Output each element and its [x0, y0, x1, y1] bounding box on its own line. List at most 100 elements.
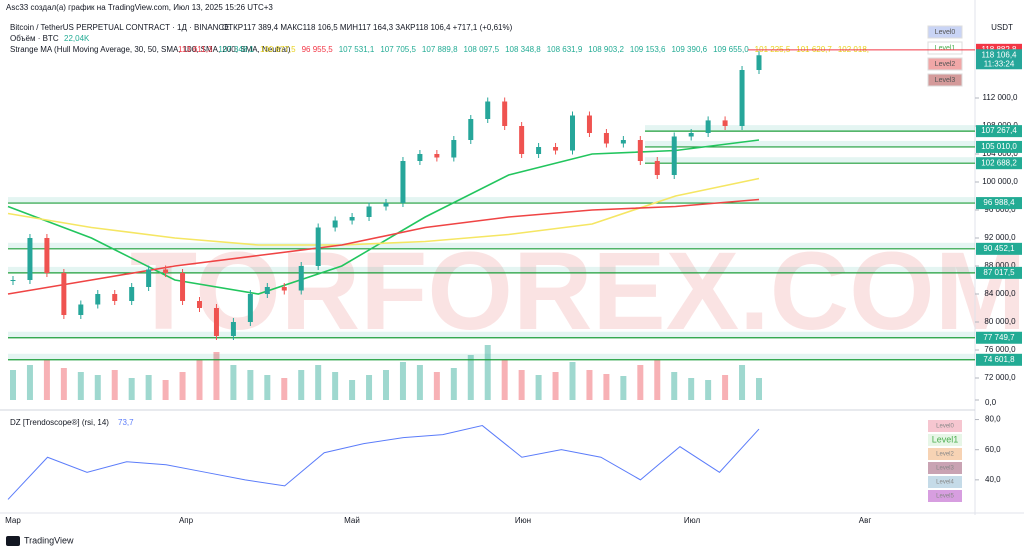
volume-bar — [416, 365, 423, 400]
volume-bar — [756, 378, 762, 400]
close-label: 118 106,4 — [982, 50, 1018, 59]
month-label: Авг — [859, 516, 872, 525]
indicator-value: 96 955,5 — [302, 45, 334, 54]
volume-bar — [620, 376, 627, 400]
level-zone — [8, 242, 975, 249]
indicator-value: 108 903,2 — [588, 45, 624, 54]
symbol: Bitcoin / TetherUS PERPETUAL CONTRACT · … — [10, 23, 230, 32]
candle — [197, 301, 202, 308]
volume-bar — [10, 370, 16, 400]
candle — [78, 304, 84, 315]
candle — [671, 136, 677, 175]
level-zone — [8, 353, 975, 360]
month-label: Апр — [179, 516, 194, 525]
volume-bar — [332, 372, 339, 400]
candle — [722, 120, 728, 126]
volume-bar — [26, 365, 33, 400]
price-tick-label: 80 000,0 — [984, 317, 1016, 326]
candle — [485, 101, 491, 119]
candle — [180, 273, 186, 301]
volume-label: Объём · BTC — [10, 34, 59, 43]
indicator-value: 107 531,1 — [339, 45, 375, 54]
indicator-value: 107 348,1 — [218, 45, 254, 54]
level-legend: Level2 — [935, 61, 956, 68]
volume-bar — [349, 380, 356, 400]
candle — [654, 161, 660, 175]
level-legend-box — [927, 57, 963, 71]
level-legend-box — [927, 41, 963, 55]
volume-bar — [179, 372, 186, 400]
level-label: 90 452,1 — [983, 244, 1015, 253]
candle — [383, 203, 389, 207]
candle — [705, 120, 711, 133]
candle — [739, 70, 745, 126]
candle — [553, 147, 559, 151]
price-tick-label: 92 000,0 — [984, 233, 1016, 242]
volume-bar — [145, 375, 152, 400]
rsi-level-box — [928, 420, 962, 432]
volume-bar — [433, 372, 440, 400]
candle — [112, 294, 118, 301]
price-tick-label: 88 000,0 — [984, 261, 1016, 270]
rsi-level-box — [928, 434, 962, 446]
candle — [603, 133, 609, 144]
candle — [213, 308, 219, 336]
watermark: TORFOREX.COM — [130, 230, 1024, 353]
candle — [10, 280, 16, 281]
volume-bar — [94, 375, 101, 400]
moving-average — [7, 198, 760, 295]
candle — [434, 154, 440, 158]
candle — [27, 238, 33, 280]
candle — [315, 227, 321, 266]
rsi-last: 73,7 — [118, 418, 134, 427]
volume-bar — [535, 375, 542, 400]
price-tick-label: 72 000,0 — [984, 373, 1016, 382]
footer: TradingView — [24, 535, 74, 545]
moving-average — [7, 139, 760, 295]
candle — [95, 294, 101, 305]
indicator-title: Strange MA (Hull Moving Average, 30, 50,… — [10, 45, 291, 54]
candle — [230, 322, 236, 336]
level-legend: Level0 — [935, 29, 956, 36]
level-label: 102 688,2 — [981, 158, 1017, 167]
volume-bar — [467, 355, 474, 400]
price-tick-label: 104 000,0 — [982, 149, 1018, 158]
volume-bar — [586, 370, 593, 400]
indicator-value: 108 097,5 — [464, 45, 500, 54]
level-zone — [8, 197, 975, 204]
level-legend: Level1 — [935, 45, 956, 52]
volume-bar — [518, 370, 525, 400]
timer: 11:33:24 — [984, 59, 1015, 68]
level-label: 107 267,4 — [981, 126, 1017, 135]
moving-average — [7, 177, 760, 246]
level-label: 77 749,7 — [983, 333, 1015, 342]
candle — [620, 140, 626, 144]
level-label: 105 010,0 — [981, 142, 1017, 151]
rsi-tick-label: 40,0 — [985, 475, 1001, 484]
candle — [468, 119, 474, 140]
volume-bar — [128, 378, 135, 400]
level-label: 74 601,8 — [983, 355, 1015, 364]
volume-bar — [705, 380, 712, 400]
candle — [44, 238, 50, 273]
volume-bar — [501, 360, 508, 400]
candle — [570, 115, 575, 151]
candle — [146, 269, 152, 287]
candle — [519, 126, 525, 154]
volume-bar — [654, 360, 661, 400]
volume-bar — [739, 365, 746, 400]
level-zone — [645, 157, 975, 164]
rsi-level: Level4 — [936, 480, 954, 486]
candle — [688, 133, 694, 137]
volume-bar — [315, 365, 322, 400]
level-tag — [976, 140, 1022, 153]
rsi-level: Level0 — [936, 424, 954, 430]
volume-bar — [196, 360, 203, 400]
candle — [366, 206, 372, 217]
volume-bar — [383, 370, 389, 400]
volume-bar — [60, 368, 67, 400]
candle — [61, 273, 67, 315]
volume-bar — [111, 370, 118, 400]
level-legend-box — [927, 73, 963, 87]
volume-bar — [162, 380, 169, 400]
